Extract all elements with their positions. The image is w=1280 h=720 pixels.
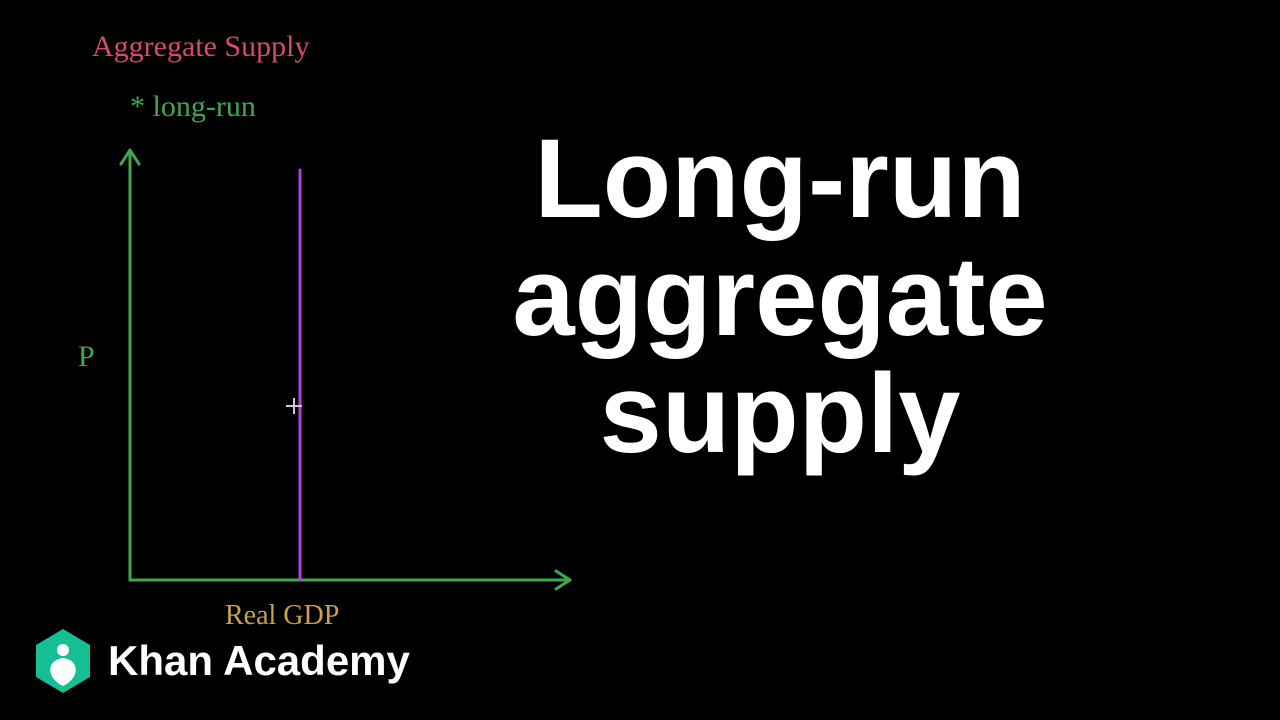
overlay-line-1: Long-run — [330, 120, 1230, 238]
overlay-line-2: aggregate — [330, 238, 1230, 356]
cursor-crosshair — [286, 398, 302, 414]
overlay-line-3: supply — [330, 355, 1230, 473]
video-title-overlay: Long-run aggregate supply — [330, 120, 1230, 473]
y-axis — [121, 150, 139, 580]
video-thumbnail-canvas: Aggregate Supply * long-run P Real GDP L… — [0, 0, 1280, 720]
y-axis-label: P — [78, 340, 95, 374]
khan-academy-logo: Khan Academy — [34, 628, 410, 694]
logo-brand-text: Khan Academy — [108, 637, 410, 685]
logo-hexagon-icon — [34, 628, 92, 694]
x-axis — [130, 571, 570, 589]
